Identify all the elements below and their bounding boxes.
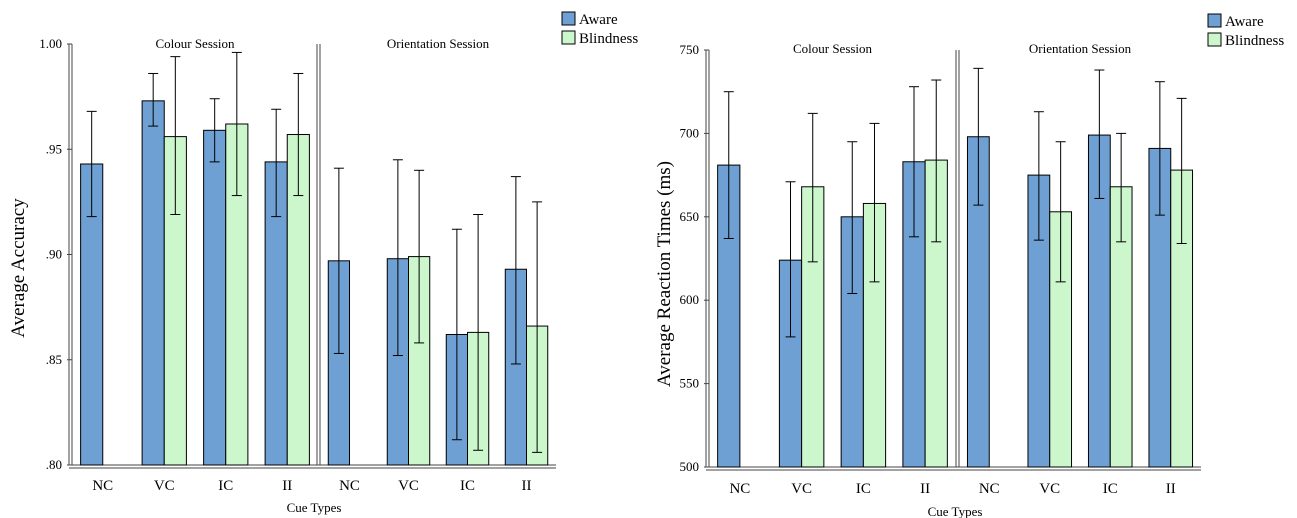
panel-title: Orientation Session: [1029, 41, 1132, 56]
panel-colour-session: Colour Session NC VC IC II: [68, 36, 318, 494]
y-tick-label: 550: [680, 376, 700, 391]
reaction-time-chart: Average Reaction Times (ms) 500 550 600 650 7…: [654, 13, 1284, 518]
x-tick-label: NC: [729, 481, 750, 497]
x-tick-label: VC: [154, 478, 175, 494]
legend-label: Blindness: [1225, 33, 1284, 49]
x-axis-title: Cue Types: [928, 504, 983, 518]
legend-swatch-blindness: [1207, 32, 1222, 47]
y-axis-title: Average Reaction Times (ms): [654, 161, 675, 387]
x-axis-title: Cue Types: [287, 500, 342, 515]
bar-aware: [203, 129, 227, 466]
legend-label: Blindness: [579, 31, 638, 47]
x-tick-label: VC: [1039, 481, 1060, 497]
y-tick-label: .85: [46, 352, 62, 367]
x-tick-label: VC: [398, 478, 419, 494]
x-tick-label: II: [920, 481, 930, 497]
x-tick-label: IC: [218, 478, 233, 494]
x-tick-label: II: [282, 478, 292, 494]
y-axis-title: Average Accuracy: [8, 198, 29, 338]
panel-colour-session: Colour Session NC VC IC II: [705, 41, 956, 497]
y-tick-label: 650: [680, 209, 700, 224]
x-tick-label: IC: [460, 478, 475, 494]
panel-orientation-session: Orientation Session NC VC IC II: [316, 36, 556, 494]
x-tick-label: NC: [339, 478, 360, 494]
panel-orientation-session: Orientation Session NC VC IC II: [955, 41, 1201, 497]
y-tick-label: .95: [46, 141, 62, 156]
y-tick-label: 600: [680, 292, 700, 307]
legend-label: Aware: [1225, 14, 1264, 30]
x-tick-label: NC: [979, 481, 1000, 497]
y-tick-label: .90: [46, 247, 62, 262]
y-tick-label: 1.00: [39, 36, 62, 51]
x-tick-label: VC: [791, 481, 812, 497]
bar-aware: [141, 100, 165, 466]
legend-swatch-aware: [1207, 13, 1222, 28]
x-tick-label: II: [1166, 481, 1176, 497]
panel-title: Colour Session: [155, 36, 235, 51]
y-tick-label: 750: [680, 42, 700, 57]
legend-label: Aware: [579, 12, 618, 28]
y-tick-label: 700: [680, 125, 700, 140]
legend: Aware Blindness: [561, 11, 638, 47]
y-tick-label: .80: [46, 457, 62, 472]
panel-title: Orientation Session: [387, 36, 490, 51]
accuracy-chart: Average Accuracy .80 .85 .90 .95 1.00 Colour S…: [8, 11, 638, 515]
x-tick-label: NC: [92, 478, 113, 494]
y-tick-label: 500: [680, 459, 700, 474]
legend-swatch-aware: [561, 11, 576, 26]
x-tick-label: IC: [1103, 481, 1118, 497]
panel-title: Colour Session: [793, 41, 873, 56]
legend: Aware Blindness: [1207, 13, 1284, 49]
legend-swatch-blindness: [561, 30, 576, 45]
x-tick-label: II: [522, 478, 532, 494]
x-tick-label: IC: [856, 481, 871, 497]
